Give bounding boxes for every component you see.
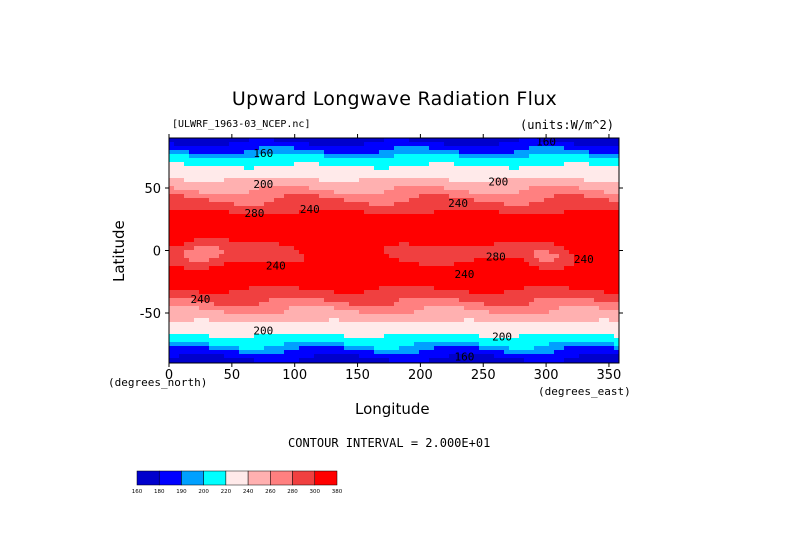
colorbar-swatch: [292, 470, 316, 486]
colorbar-level-label: 260: [265, 489, 276, 495]
y-tick-label: 0: [153, 245, 161, 260]
contour-label: 200: [253, 324, 273, 337]
x-axis-label: Longitude: [355, 400, 430, 418]
units-label: (units:W/m^2): [520, 118, 614, 132]
contour-label: 280: [486, 251, 506, 264]
dataset-label: [ULWRF_1963-03_NCEP.nc]: [172, 119, 311, 130]
colorbar-swatch: [247, 470, 271, 486]
contour-label: 240: [300, 203, 320, 216]
contour-label: 240: [454, 268, 474, 281]
colorbar-level-label: 200: [198, 489, 209, 495]
colorbar-level-label: 180: [154, 489, 165, 495]
y-tick-label: -50: [140, 307, 161, 322]
contour-label: 240: [448, 197, 468, 210]
contour-label: 160: [253, 147, 273, 160]
colorbar-level-label: 300: [310, 489, 321, 495]
chart-title: Upward Longwave Radiation Flux: [231, 88, 558, 110]
contour-label: 160: [536, 136, 556, 149]
x-tick-label: 250: [471, 368, 496, 383]
flux-field: [169, 138, 619, 363]
contour-label: 240: [190, 293, 210, 306]
x-tick-label: 350: [597, 368, 622, 383]
contour-interval-label: CONTOUR INTERVAL = 2.000E+01: [288, 436, 491, 450]
x-tick-label: 150: [345, 368, 370, 383]
colorbar-swatch: [158, 470, 182, 486]
colorbar-swatch: [203, 470, 227, 486]
colorbar-swatch: [136, 470, 160, 486]
contour-label: 280: [245, 207, 265, 220]
y-units-label: (degrees_north): [108, 376, 208, 389]
x-units-label: (degrees_east): [538, 385, 631, 398]
contour-label: 200: [492, 331, 512, 344]
x-tick-label: 0: [165, 368, 173, 383]
colorbar-level-label: 380: [332, 489, 343, 495]
colorbar-level-label: 280: [287, 489, 298, 495]
y-tick-label: 50: [144, 182, 161, 197]
x-tick-label: 300: [534, 368, 559, 383]
x-tick-label: 200: [408, 368, 433, 383]
colorbar-level-label: 220: [221, 489, 232, 495]
colorbar-swatch: [181, 470, 204, 486]
contour-label: 240: [266, 259, 286, 272]
contour-label: 240: [574, 253, 594, 266]
colorbar-level-label: 190: [176, 489, 187, 495]
colorbar-swatch: [314, 470, 338, 486]
contour-label: 200: [253, 178, 273, 191]
colorbar-swatch: [225, 470, 249, 486]
colorbar-level-label: 240: [243, 489, 254, 495]
x-tick-label: 100: [282, 368, 307, 383]
x-tick-label: 50: [224, 368, 241, 383]
colorbar-level-label: 160: [132, 489, 143, 495]
contour-label: 200: [488, 176, 508, 189]
contour-label: 160: [454, 351, 474, 364]
colorbar-swatch: [270, 470, 293, 486]
